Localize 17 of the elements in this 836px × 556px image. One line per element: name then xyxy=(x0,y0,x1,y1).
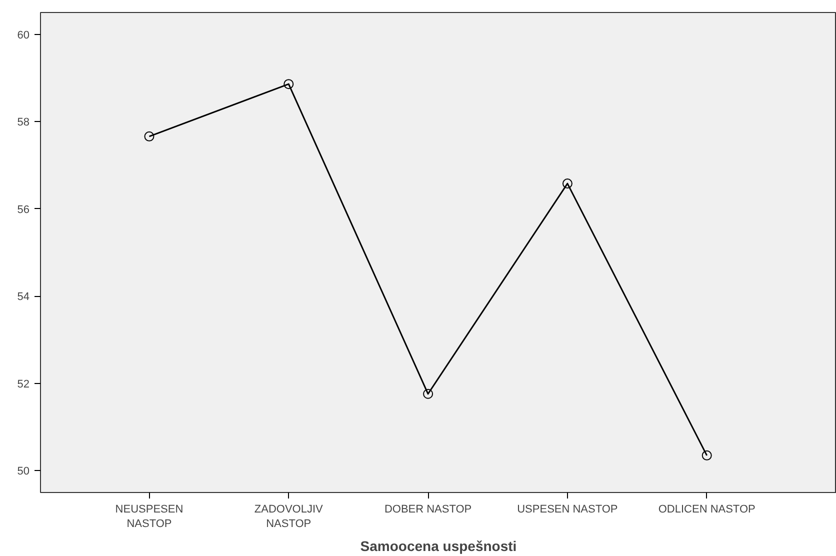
x-tick-label: USPESEN NASTOP xyxy=(517,504,618,516)
y-tick-label: 60 xyxy=(17,29,30,42)
y-tick-label: 50 xyxy=(17,466,30,478)
y-tick-label: 58 xyxy=(17,116,30,129)
point xyxy=(562,178,572,189)
point xyxy=(284,79,294,90)
point xyxy=(702,450,712,460)
y-tick-label: 54 xyxy=(17,291,30,304)
x-tick-label: ODLICEN NASTOP xyxy=(658,504,756,516)
x-axis-title: Samoocena uspešnosti xyxy=(360,538,517,554)
x-tick-label: ZADOVOLJIV NASTOP xyxy=(254,504,324,530)
y-tick-label: 56 xyxy=(17,204,30,216)
point xyxy=(144,131,154,142)
x-tick-label: NEUSPESEN NASTOP xyxy=(115,504,184,530)
x-tick-label: DOBER NASTOP xyxy=(384,504,472,516)
point xyxy=(423,388,434,399)
y-tick-label: 52 xyxy=(17,378,30,390)
